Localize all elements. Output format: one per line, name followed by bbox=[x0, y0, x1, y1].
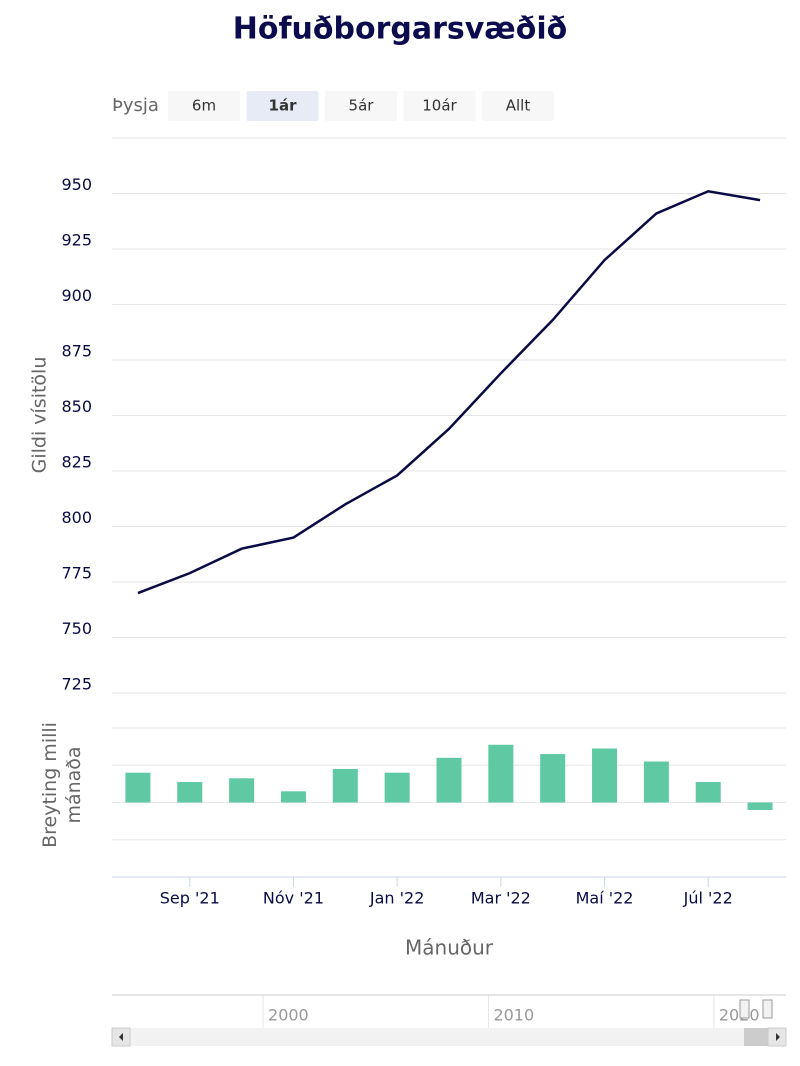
range-label: Þysja bbox=[112, 95, 159, 116]
y-tick-label: 800 bbox=[61, 508, 92, 527]
y-tick-label: 825 bbox=[61, 453, 92, 472]
bar bbox=[280, 791, 306, 803]
bar bbox=[540, 754, 566, 803]
bar bbox=[695, 782, 721, 803]
range-button-label: 10ár bbox=[422, 97, 457, 115]
nav-handle[interactable] bbox=[762, 999, 773, 1019]
bar bbox=[332, 768, 358, 803]
bar bbox=[229, 778, 255, 803]
scroll-thumb[interactable] bbox=[744, 1028, 768, 1046]
bar bbox=[384, 772, 410, 803]
bar bbox=[177, 782, 203, 803]
y-tick-label: 775 bbox=[61, 564, 92, 583]
range-button[interactable] bbox=[403, 91, 476, 121]
x-tick-label: Sep '21 bbox=[160, 889, 220, 908]
navigator-label: 2000 bbox=[268, 1006, 309, 1025]
range-button-label: Allt bbox=[506, 97, 531, 115]
line bbox=[137, 189, 761, 595]
bar bbox=[488, 744, 514, 803]
range-button[interactable] bbox=[325, 91, 397, 121]
y-tick-label: 925 bbox=[61, 231, 92, 250]
nav-handle[interactable] bbox=[739, 999, 750, 1019]
x-tick-label: Nóv '21 bbox=[263, 889, 324, 908]
range-button-label: 5ár bbox=[349, 97, 375, 115]
y-tick-label: 875 bbox=[61, 342, 92, 361]
y-axis-title: Breyting milli mánaða bbox=[39, 722, 85, 848]
bar bbox=[592, 748, 618, 803]
bar bbox=[747, 802, 773, 810]
range-button[interactable] bbox=[482, 91, 554, 121]
y-tick-label: 850 bbox=[61, 397, 92, 416]
scrollbar[interactable] bbox=[112, 1028, 786, 1046]
range-button[interactable] bbox=[246, 91, 319, 121]
navigator-label: 2020 bbox=[719, 1006, 760, 1025]
range-button-label: 6m bbox=[192, 97, 216, 115]
bar bbox=[125, 772, 151, 803]
x-tick-label: Júl '22 bbox=[683, 889, 733, 908]
range-button-label: 1ár bbox=[269, 97, 298, 115]
y-tick-label: 725 bbox=[61, 675, 92, 694]
y-tick-label: 900 bbox=[61, 286, 92, 305]
y-tick-label: 750 bbox=[61, 619, 92, 638]
x-tick-label: Jan '22 bbox=[369, 889, 425, 908]
range-button[interactable] bbox=[168, 91, 240, 121]
chart-title: Höfuðborgarsvæðið bbox=[233, 12, 567, 47]
x-tick-label: Mar '22 bbox=[471, 889, 531, 908]
bar bbox=[436, 757, 462, 803]
x-axis-title: Mánuður bbox=[405, 936, 494, 960]
y-axis-title: Gildi vísitölu bbox=[29, 357, 51, 474]
arrow bbox=[119, 1033, 123, 1041]
y-tick-label: 950 bbox=[61, 175, 92, 194]
arrow bbox=[776, 1033, 780, 1041]
navigator-label: 2010 bbox=[493, 1006, 534, 1025]
x-tick-label: Maí '22 bbox=[576, 889, 634, 908]
bar bbox=[643, 761, 669, 803]
